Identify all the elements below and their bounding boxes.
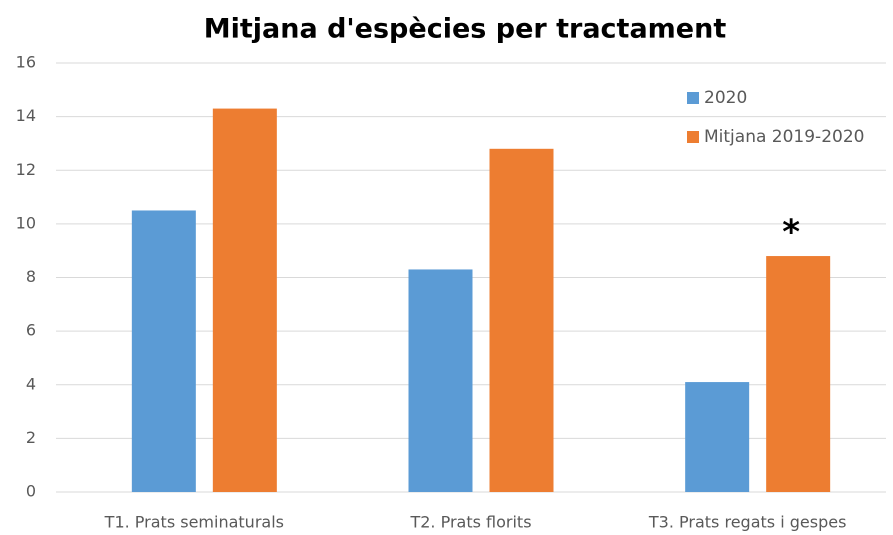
bar	[408, 269, 473, 492]
bar	[489, 148, 554, 493]
x-tick-label: T3. Prats regats i gespes	[648, 513, 847, 532]
y-tick-label: 6	[26, 321, 36, 340]
y-tick-label: 14	[16, 106, 36, 125]
bar	[131, 210, 196, 492]
annotation: *	[782, 213, 800, 253]
bar	[685, 382, 750, 492]
y-tick-label: 12	[16, 160, 36, 179]
y-tick-label: 16	[16, 53, 36, 72]
y-tick-label: 0	[26, 482, 36, 501]
y-tick-label: 8	[26, 267, 36, 286]
legend-swatch	[687, 92, 699, 104]
y-tick-label: 4	[26, 374, 36, 393]
legend-swatch	[687, 131, 699, 143]
bar	[766, 256, 831, 492]
chart-title: Mitjana d'espècies per tractament	[204, 14, 727, 45]
y-tick-label: 2	[26, 428, 36, 447]
bar	[212, 108, 277, 493]
legend-label: 2020	[704, 88, 747, 108]
x-tick-label: T2. Prats florits	[409, 513, 531, 532]
y-tick-label: 10	[16, 213, 36, 232]
x-tick-label: T1. Prats seminaturals	[104, 513, 284, 532]
legend-label: Mitjana 2019-2020	[704, 127, 864, 147]
